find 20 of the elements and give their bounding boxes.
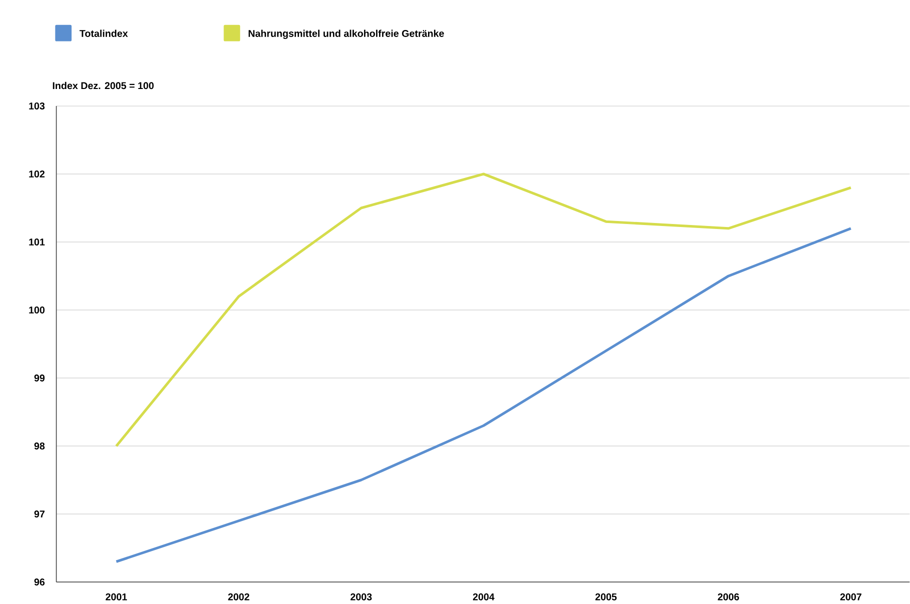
x-tick-label: 2002 (228, 594, 250, 601)
x-tick-label: 2003 (350, 594, 372, 601)
y-tick-label: 97 (34, 510, 45, 518)
x-tick-label: 2007 (840, 594, 862, 601)
legend-label: Nahrungsmittel und alkoholfreie Getränke (248, 30, 444, 40)
x-tick-label: 2005 (595, 594, 617, 601)
y-tick-label: 99 (34, 374, 45, 382)
line-series (115, 227, 852, 564)
x-tick-label: 2004 (472, 594, 494, 601)
x-tick-label: 2006 (718, 594, 740, 601)
x-tick-label: 2001 (106, 594, 127, 601)
y-tick-label: 96 (34, 578, 45, 586)
y-tick-label: 101 (29, 238, 45, 246)
y-tick-label: 102 (29, 170, 45, 178)
legend-label: Totalindex (80, 30, 128, 38)
y-tick-label: 100 (29, 306, 45, 314)
y-axis-title: Index Dez. 2005 = 100 (52, 82, 154, 90)
y-tick-label: 103 (29, 102, 45, 110)
y-tick-label: 98 (34, 442, 45, 450)
line-series (115, 172, 852, 448)
